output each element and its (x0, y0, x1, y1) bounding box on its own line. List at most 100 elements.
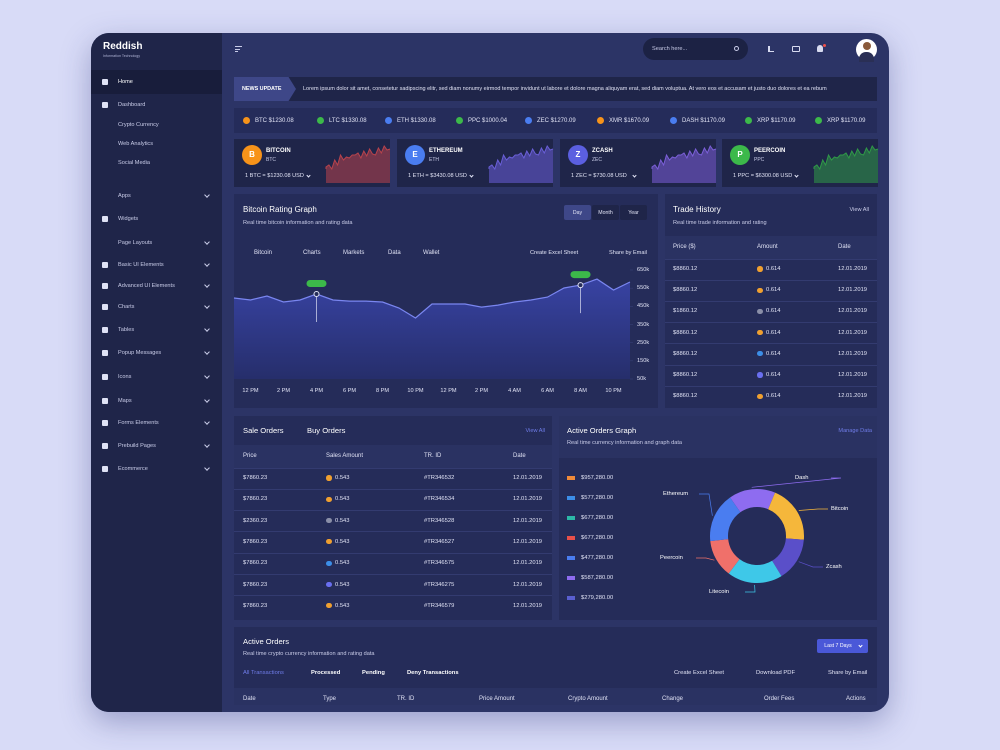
sidebar (91, 33, 222, 712)
menu-icon (102, 398, 108, 404)
menu-item[interactable]: Crypto Currency (118, 122, 159, 128)
y-tick-label: 150k (637, 357, 650, 364)
table-head-bg (234, 688, 877, 705)
panel-link[interactable]: Manage Data (838, 428, 872, 434)
menu-item[interactable]: Widgets (118, 216, 139, 222)
search-placeholder: Search here... (652, 46, 688, 52)
ticker-icon (243, 117, 250, 124)
chart-action[interactable]: Create Excel Sheet (530, 250, 579, 256)
y-tick-label: 50k (637, 376, 647, 382)
mail-icon[interactable] (792, 46, 800, 52)
dropdown-label[interactable]: Last 7 Days (824, 643, 852, 649)
cell: $1860.12 (673, 308, 698, 315)
cell: 0.614 (766, 329, 781, 336)
menu-item[interactable]: Popup Messages (118, 350, 162, 356)
coin-name: ZCASH (592, 148, 613, 154)
legend-swatch (567, 496, 575, 500)
panel-title: Active Orders Graph (567, 426, 637, 435)
range-label[interactable]: Month (598, 210, 613, 216)
menu-toggle-line[interactable] (235, 48, 240, 50)
menu-icon (102, 216, 108, 222)
chart-tab[interactable]: Bitcoin (254, 250, 273, 256)
menu-icon (102, 102, 108, 108)
menu-item[interactable]: Apps (118, 193, 131, 199)
menu-item[interactable]: Tables (118, 327, 135, 333)
range-label[interactable]: Day (572, 210, 583, 216)
ticker-item: LTC $1330.08 (329, 118, 367, 124)
chart-tab[interactable]: Wallet (423, 250, 440, 256)
range-button[interactable] (592, 205, 619, 220)
y-tick-label: 250k (637, 339, 650, 346)
panel-link[interactable]: View All (525, 428, 546, 434)
cell: 12.01.2019 (838, 287, 868, 294)
menu-item[interactable]: Icons (118, 374, 132, 380)
orders-filter-tab[interactable]: All Transactions (243, 670, 284, 676)
menu-item[interactable]: Ecommerce (118, 466, 148, 472)
menu-toggle-line[interactable] (235, 46, 242, 48)
y-tick-label: 650k (637, 267, 650, 273)
brand: Reddish (103, 41, 143, 52)
orders-action[interactable]: Download PDF (756, 670, 795, 676)
menu-item[interactable]: Dashboard (118, 102, 146, 108)
orders-action[interactable]: Create Excel Sheet (674, 670, 724, 676)
cell: $8860.12 (673, 329, 698, 336)
bell-icon[interactable] (817, 45, 823, 52)
marker-point (577, 282, 584, 289)
legend-swatch (567, 516, 575, 520)
orders-tab[interactable]: Sale Orders (243, 426, 284, 435)
orders-tab[interactable]: Buy Orders (307, 426, 346, 435)
orders-filter-tab[interactable]: Deny Transactions (407, 670, 459, 676)
range-label[interactable]: Year (628, 210, 639, 216)
menu-item[interactable]: Prebuild Pages (118, 443, 156, 449)
orders-filter-tab[interactable]: Pending (362, 670, 385, 676)
cell: $7860.23 (243, 496, 268, 503)
dropdown-button[interactable] (817, 639, 868, 653)
menu-item[interactable]: Forms Elements (118, 420, 159, 426)
cell: 12.01.2019 (838, 329, 868, 336)
marker-badge (306, 279, 327, 287)
range-button[interactable] (620, 205, 647, 220)
panel-link[interactable]: View All (849, 207, 870, 213)
menu-item[interactable]: Charts (118, 304, 135, 310)
x-tick-label: 2 PM (276, 388, 291, 394)
cell: $8860.12 (673, 287, 698, 294)
news-text: Lorem ipsum dolor sit amet, consetetur s… (303, 86, 827, 92)
menu-item[interactable]: Social Media (118, 160, 151, 166)
donut-label: Bitcoin (831, 506, 849, 512)
chart-action[interactable]: Share by Email (609, 250, 647, 256)
ticker-icon (456, 117, 463, 124)
ticker-item: ZEC $1270.09 (537, 118, 576, 124)
legend-swatch (567, 556, 575, 560)
cell: 12.01.2019 (838, 266, 868, 272)
menu-item[interactable]: Home (118, 79, 133, 85)
menu-icon (102, 262, 108, 268)
cell: #TR346534 (424, 496, 455, 503)
menu-item[interactable]: Page Layouts (118, 240, 153, 246)
chart-tab[interactable]: Markets (343, 250, 365, 256)
x-tick-label: 4 PM (309, 388, 324, 394)
search-box[interactable] (643, 38, 748, 60)
menu-icon (102, 283, 108, 289)
chart-tab[interactable]: Data (388, 250, 401, 256)
coin-icon (730, 145, 750, 165)
menu-item[interactable]: Advanced UI Elements (118, 283, 175, 289)
ticker-icon (525, 117, 532, 124)
panel-subtitle: Real time crypto currency information an… (243, 651, 375, 657)
menu-icon (102, 466, 108, 472)
menu-item[interactable]: Maps (118, 398, 132, 404)
menu-toggle-line[interactable] (235, 51, 238, 53)
chart-icon[interactable] (768, 46, 774, 52)
range-button[interactable] (564, 205, 591, 220)
sparkline-area (489, 146, 553, 183)
donut-segment (772, 538, 804, 577)
panel-title: Trade History (673, 205, 721, 214)
menu-item[interactable]: Web Analytics (118, 141, 154, 147)
legend-swatch (567, 576, 575, 580)
orders-filter-tab[interactable]: Processed (311, 670, 341, 676)
coin-icon (568, 145, 588, 165)
chart-tab[interactable]: Charts (303, 250, 321, 256)
sparkline-decoration (813, 144, 879, 183)
orders-action[interactable]: Share by Email (828, 670, 868, 676)
cell: 0.614 (766, 287, 781, 294)
menu-item[interactable]: Basic UI Elements (118, 262, 164, 268)
